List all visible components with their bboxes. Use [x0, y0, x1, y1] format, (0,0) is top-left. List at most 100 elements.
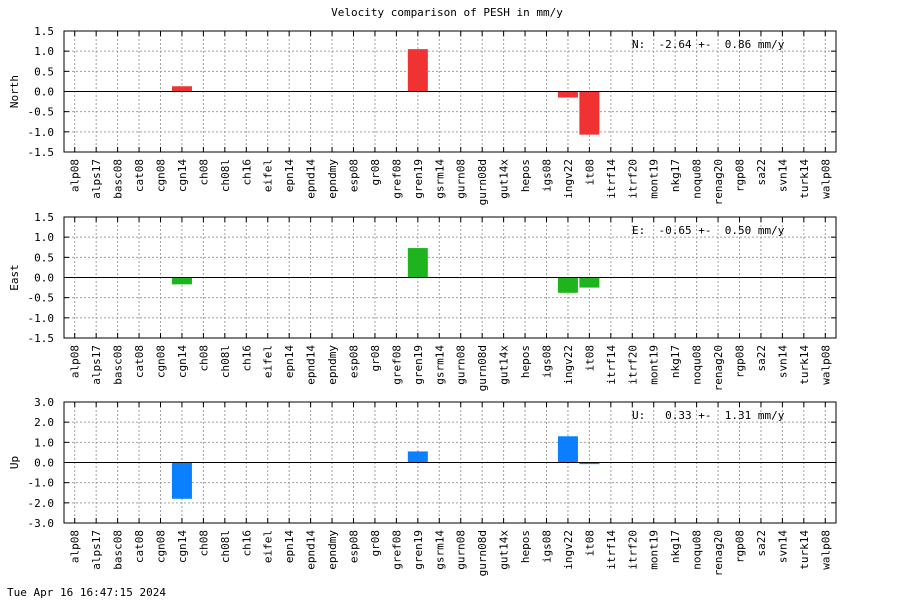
up-xtick-label: sa22 [755, 530, 768, 557]
east-xtick-label: gurn08 [455, 345, 468, 385]
east-xtick-label: cat08 [133, 345, 146, 378]
up-panel: 3.0 2.0 1.0 0.0 -1.0 -2.0 -3.0 alp08 alps17 basc0… [8, 396, 837, 576]
east-xtick-label: gut14x [498, 345, 511, 385]
north-ytick-label: 1.0 [34, 45, 54, 58]
east-xtick-label: gref08 [390, 345, 403, 385]
east-xtick-label: gr08 [369, 345, 382, 372]
east-ytick-label: 0.0 [34, 272, 54, 285]
north-xtick-label: turk14 [798, 159, 811, 199]
east-xtick-label: mont19 [648, 345, 661, 385]
east-ytick-label: 1.5 [34, 211, 54, 224]
east-xtick-label: sa22 [755, 345, 768, 372]
east-xtick-label: eifel [262, 345, 275, 378]
north-bar-it08 [579, 91, 600, 135]
up-xtick-label: ch08 [197, 530, 210, 557]
up-bar-ingv22 [557, 436, 578, 463]
up-xtick-label: gurn08d [476, 530, 489, 576]
east-xtick-label: igs08 [541, 345, 554, 378]
up-xtick-label: epn14 [283, 530, 296, 563]
north-xtick-label: itrf14 [605, 159, 618, 199]
north-xtick-label: walp08 [819, 159, 832, 199]
east-ytick-label: 0.5 [34, 251, 54, 264]
up-xtick-label: renag20 [712, 530, 725, 576]
up-ytick-label: -2.0 [28, 497, 55, 510]
up-bar-it08 [579, 462, 600, 465]
north-plot-frame [63, 30, 837, 153]
north-xtick-label: gr08 [369, 159, 382, 186]
north-xtick-label: epn14 [283, 159, 296, 192]
chart-title: Velocity comparison of PESH in mm/y [331, 6, 563, 19]
east-xtick-label: nkg17 [669, 345, 682, 378]
up-bar-cgn14 [171, 462, 192, 499]
east-xtick-label: cgn14 [176, 345, 189, 378]
up-ytick-label: -3.0 [28, 517, 55, 530]
up-xtick-label: svn14 [776, 530, 789, 563]
north-xtick-label: cat08 [133, 159, 146, 192]
east-bar-ingv22 [557, 277, 578, 293]
north-xtick-label: alp08 [69, 159, 82, 192]
north-xtick-label: gsrm14 [433, 159, 446, 199]
north-xtick-label: it08 [583, 159, 596, 186]
east-xtick-label: cgn08 [155, 345, 168, 378]
east-xtick-label: itrf14 [605, 345, 618, 385]
north-xtick-label: sa22 [755, 159, 768, 186]
east-xtick-label: gsrm14 [433, 345, 446, 385]
up-xtick-label: rgp08 [734, 530, 747, 563]
east-xtick-label: basc08 [112, 345, 125, 385]
up-plot-frame [63, 401, 837, 524]
up-xtick-label: noqu08 [691, 530, 704, 570]
up-xtick-label: gref08 [390, 530, 403, 570]
north-xtick-label: renag20 [712, 159, 725, 205]
north-xtick-label: svn14 [776, 159, 789, 192]
up-xtick-label: cat08 [133, 530, 146, 563]
up-xtick-label: it08 [583, 530, 596, 557]
east-xtick-label: esp08 [348, 345, 361, 378]
east-xtick-label: epn14 [283, 345, 296, 378]
north-ytick-label: -1.5 [28, 146, 55, 159]
east-xtick-label: hepos [519, 345, 532, 378]
east-ytick-label: 1.0 [34, 231, 54, 244]
east-xtick-label: rgp08 [734, 345, 747, 378]
east-xtick-label: epnd14 [305, 345, 318, 385]
up-xtick-label: nkg17 [669, 530, 682, 563]
north-xtick-label: igs08 [541, 159, 554, 192]
north-annotation: N: -2.64 +- 0.86 mm/y [632, 38, 785, 51]
up-xtick-label: hepos [519, 530, 532, 563]
east-xtick-label: epndmy [326, 345, 339, 385]
north-xtick-label: gut14x [498, 159, 511, 199]
up-xtick-label: epnd14 [305, 530, 318, 570]
east-xtick-label: ingv22 [562, 345, 575, 385]
up-xtick-label: ch08l [219, 530, 232, 563]
up-ytick-label: 1.0 [34, 436, 54, 449]
north-xtick-label: gren19 [412, 159, 425, 199]
north-xtick-label: esp08 [348, 159, 361, 192]
east-xtick-label: ch08l [219, 345, 232, 378]
up-xtick-label: alp08 [69, 530, 82, 563]
up-xtick-label: walp08 [819, 530, 832, 570]
up-xtick-label: ch16 [240, 530, 253, 557]
east-bar-cgn14 [171, 277, 192, 285]
east-ytick-label: -1.0 [28, 312, 55, 325]
north-xtick-label: ch08 [197, 159, 210, 186]
up-xtick-label: alps17 [90, 530, 103, 570]
north-xtick-label: ch16 [240, 159, 253, 186]
east-xtick-label: alps17 [90, 345, 103, 385]
east-xtick-label: gurn08d [476, 345, 489, 391]
up-annotation: U: 0.33 +- 1.31 mm/y [632, 409, 785, 422]
east-plot-frame [63, 216, 837, 339]
east-xtick-label: gren19 [412, 345, 425, 385]
up-xtick-label: cgn14 [176, 530, 189, 563]
east-ytick-label: -1.5 [28, 332, 55, 345]
north-ytick-label: 1.5 [34, 25, 54, 38]
north-ylabel: North [8, 75, 21, 108]
up-bar-gren19 [407, 451, 428, 463]
east-annotation: E: -0.65 +- 0.50 mm/y [632, 224, 785, 237]
east-xtick-label: ch08 [197, 345, 210, 372]
up-ytick-label: 3.0 [34, 396, 54, 409]
north-xtick-label: noqu08 [691, 159, 704, 199]
north-bar-gren19 [407, 49, 428, 92]
up-ytick-label: 0.0 [34, 457, 54, 470]
east-xtick-label: svn14 [776, 345, 789, 378]
up-xtick-label: igs08 [541, 530, 554, 563]
